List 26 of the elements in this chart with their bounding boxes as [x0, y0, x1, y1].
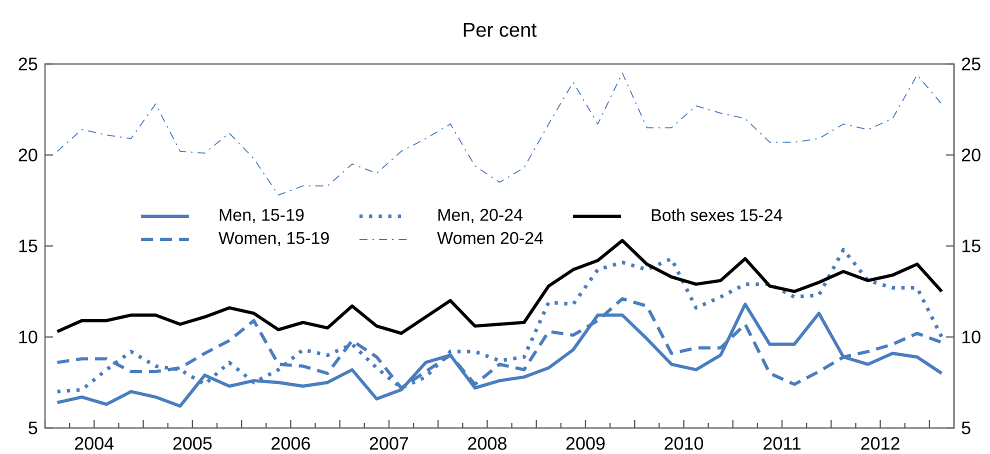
- y2-tick-label: 5: [962, 422, 970, 434]
- x-tick-label: 2004: [75, 437, 114, 450]
- x-tick-label: 2011: [764, 437, 800, 450]
- line-series: [56, 72, 942, 196]
- legend-label: Both sexes 15-24: [652, 208, 782, 222]
- x-tick-label: 2009: [566, 437, 605, 450]
- y2-tick-label: 10: [962, 330, 980, 344]
- x-tick-label: 2012: [861, 437, 900, 450]
- legend-label: Women, 15-19: [218, 232, 329, 246]
- x-tick-label: 2006: [272, 437, 310, 450]
- y2-tick-label: 15: [962, 240, 980, 252]
- x-tick-label: 2007: [370, 437, 408, 450]
- y2-tick-label: 20: [962, 148, 980, 162]
- chart-title: Per cent: [464, 22, 537, 37]
- x-tick-label: 2008: [468, 437, 506, 450]
- x-tick-label: 2005: [173, 437, 212, 450]
- y-tick-label: 20: [18, 148, 38, 162]
- y2-tick-label: 25: [962, 58, 980, 70]
- legend-label: Women 20-24: [437, 232, 544, 244]
- y-tick-label: 5: [28, 422, 38, 434]
- legend-label: Men, 20-24: [438, 208, 523, 223]
- y-tick-label: 15: [19, 240, 38, 252]
- y-tick-label: 10: [19, 330, 38, 344]
- y-tick-label: 25: [18, 58, 38, 70]
- x-tick-label: 2010: [664, 437, 704, 450]
- legend-label: Men, 15-19: [220, 208, 304, 223]
